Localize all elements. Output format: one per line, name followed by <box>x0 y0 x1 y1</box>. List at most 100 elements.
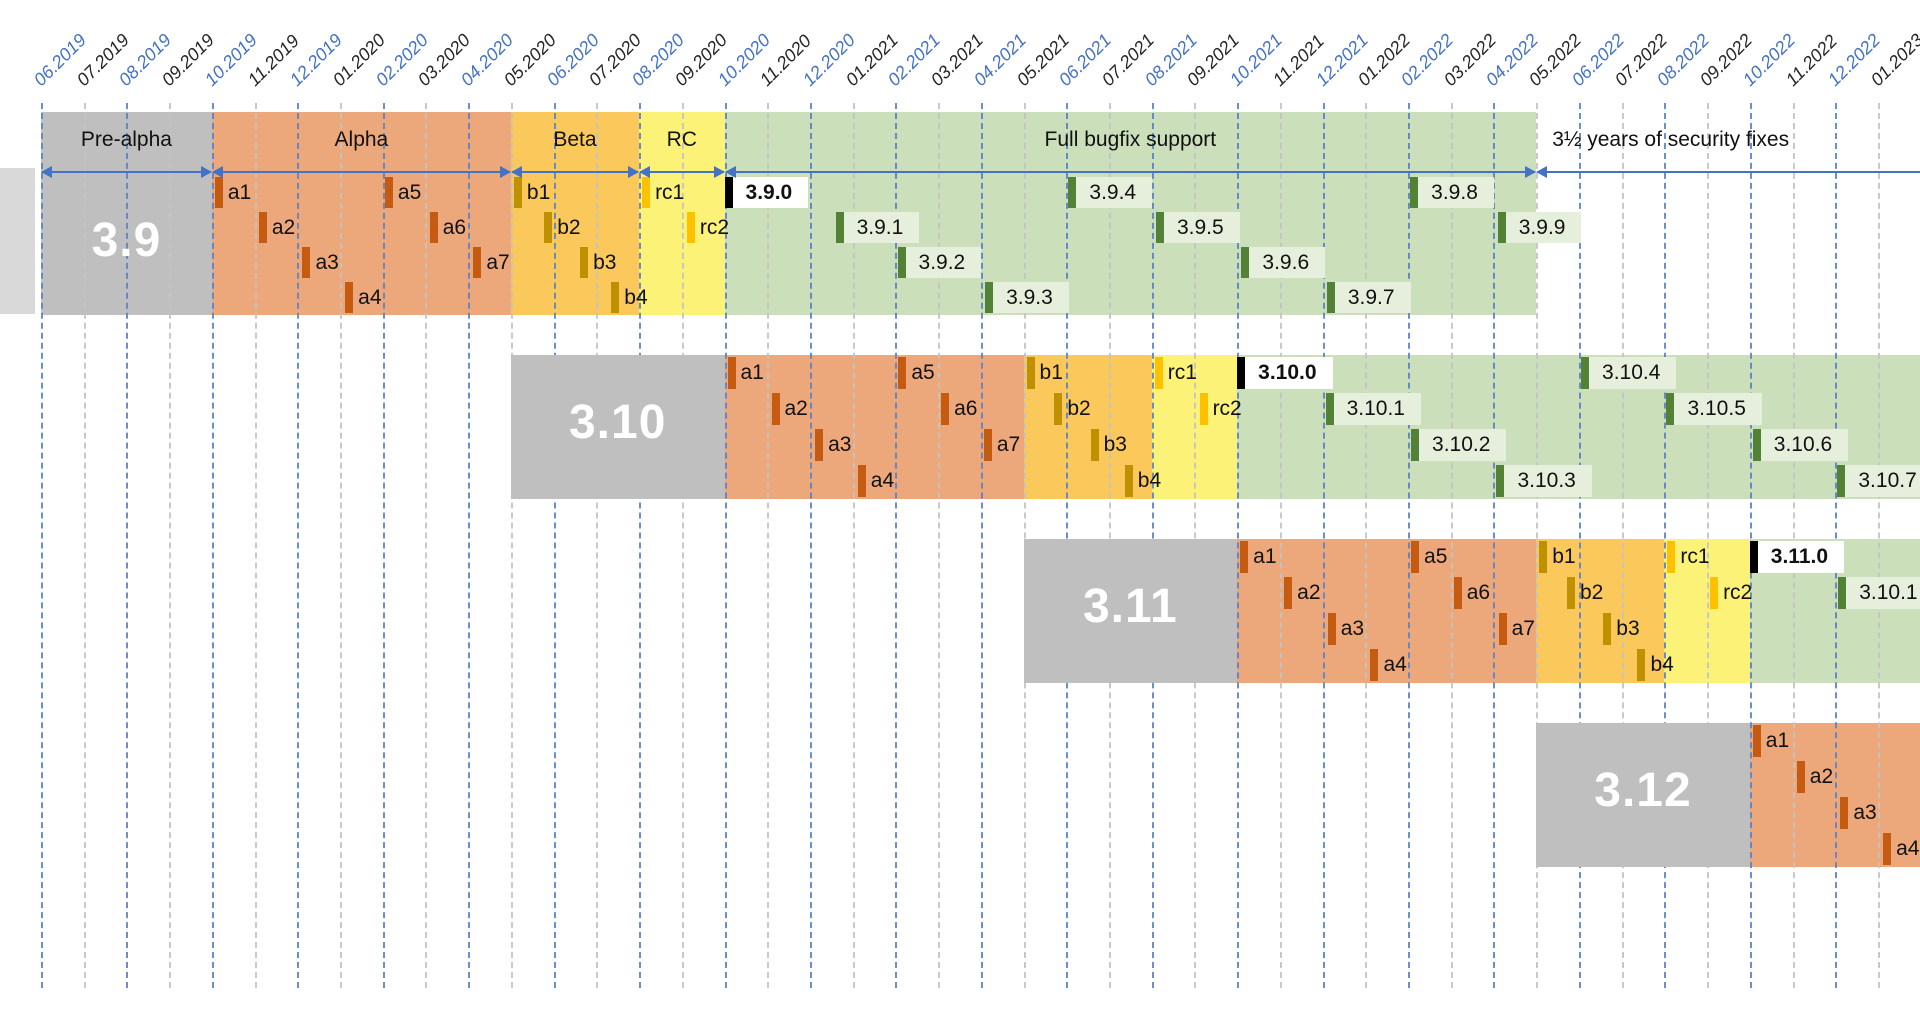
release-label-b4: b4 <box>624 285 648 309</box>
release-label-b4: b4 <box>1137 469 1162 492</box>
month-gridline <box>681 103 684 988</box>
phase-band-version-gray <box>1023 539 1238 683</box>
phase-header-label: Pre-alpha <box>80 128 172 151</box>
release-label-rc1: rc1 <box>1680 545 1710 568</box>
phase-band-alpha <box>1237 539 1537 683</box>
release-marker-rc1 <box>642 177 651 208</box>
phase-arrow-line <box>640 171 724 173</box>
release-label-b4: b4 <box>1650 653 1674 676</box>
release-marker-rc2 <box>686 212 695 243</box>
release-marker-a2 <box>771 393 780 425</box>
release-label-a6: a6 <box>1466 581 1491 604</box>
release-marker-a3 <box>1840 797 1849 829</box>
month-gridline <box>639 103 642 988</box>
release-marker-a3 <box>302 247 311 278</box>
release-tag-3.9.1: 3.9.1 <box>835 212 920 243</box>
release-tag-3.9.5: 3.9.5 <box>1155 212 1240 243</box>
release-label-a3: a3 <box>828 433 852 456</box>
month-gridline <box>297 103 300 988</box>
month-gridline <box>340 103 343 988</box>
month-gridline <box>382 103 385 988</box>
arrowhead-left-icon <box>724 166 736 178</box>
release-label-b1: b1 <box>1039 361 1063 384</box>
release-label-a4: a4 <box>1383 653 1407 676</box>
arrowhead-right-icon <box>499 166 511 178</box>
phase-arrow-line <box>212 171 510 173</box>
month-gridline <box>1707 103 1710 988</box>
release-label-b1: b1 <box>526 180 551 204</box>
release-label-a1: a1 <box>1253 545 1277 568</box>
month-gridline <box>1365 103 1368 988</box>
release-marker-a6 <box>941 393 950 425</box>
release-label-a3: a3 <box>1340 617 1365 640</box>
arrowhead-left-icon <box>41 166 52 178</box>
month-gridline <box>1237 103 1240 988</box>
release-label-a5: a5 <box>911 361 935 384</box>
month-gridline <box>1664 103 1667 988</box>
release-marker-a5 <box>1411 541 1420 573</box>
release-marker-3.10.6 <box>1752 429 1761 461</box>
release-tag-3.9.2: 3.9.2 <box>897 247 982 278</box>
month-gridline <box>1536 103 1539 988</box>
release-marker-3.10.3 <box>1496 465 1505 497</box>
version-label: 3.10 <box>568 395 667 449</box>
release-label-a5: a5 <box>397 180 422 204</box>
release-marker-3.9.7 <box>1326 282 1335 313</box>
release-marker-a6 <box>1453 577 1462 609</box>
arrowhead-right-icon <box>628 166 640 178</box>
release-marker-3.9.5 <box>1155 212 1164 243</box>
month-gridline <box>596 103 599 988</box>
month-gridline <box>41 103 43 988</box>
month-gridline <box>1578 103 1581 988</box>
release-label-rc1: rc1 <box>1167 361 1197 384</box>
phase-header-label: Beta <box>553 128 597 151</box>
phase-band-alpha <box>1749 723 1920 867</box>
month-gridline <box>126 103 129 988</box>
release-marker-3.10.2 <box>1411 429 1420 461</box>
release-marker-b2 <box>1054 393 1063 425</box>
arrowhead-right-icon <box>200 166 212 178</box>
release-marker-3.10.1 <box>1325 393 1334 425</box>
release-marker-rc1 <box>1667 541 1676 573</box>
release-marker-a6 <box>429 212 438 243</box>
month-gridline <box>254 103 257 988</box>
release-marker-b1 <box>1026 357 1035 389</box>
release-marker-3.11.0 <box>1749 541 1758 573</box>
release-label-b3: b3 <box>1616 617 1640 640</box>
release-label-rc2: rc2 <box>1723 581 1753 604</box>
phase-band-beta <box>510 112 640 315</box>
month-gridline <box>1621 103 1624 988</box>
release-marker-b2 <box>544 212 553 243</box>
arrowhead-left-icon <box>211 166 223 178</box>
month-gridline <box>169 103 172 988</box>
phase-arrow-line <box>1537 171 1920 173</box>
release-marker-a7 <box>1498 613 1507 645</box>
release-label-a5: a5 <box>1424 545 1448 568</box>
month-gridline <box>510 103 513 988</box>
month-gridline <box>1279 103 1282 988</box>
release-marker-3.9.2 <box>897 247 906 278</box>
release-marker-a4 <box>345 282 354 313</box>
release-marker-3.10.5 <box>1666 393 1675 425</box>
arrowhead-left-icon <box>510 166 522 178</box>
release-label-a4: a4 <box>1896 837 1920 860</box>
month-gridline <box>767 103 770 988</box>
phase-arrow-line <box>511 171 639 173</box>
release-marker-b4 <box>1637 649 1646 681</box>
month-gridline <box>1322 103 1325 988</box>
release-marker-3.9.8 <box>1410 177 1419 208</box>
release-marker-a1 <box>214 177 223 208</box>
release-tag-3.10.2: 3.10.2 <box>1411 429 1507 461</box>
release-tag-3.9.3: 3.9.3 <box>985 282 1069 313</box>
release-marker-a3 <box>815 429 824 461</box>
release-label-a7: a7 <box>486 250 510 274</box>
release-tag-3.10.6: 3.10.6 <box>1752 429 1849 461</box>
release-marker-a1 <box>727 357 736 389</box>
phase-band-version-gray <box>1536 723 1750 867</box>
release-tag-3.9.8: 3.9.8 <box>1410 177 1494 208</box>
phase-band-alpha <box>724 355 1024 499</box>
release-marker-3.9.9 <box>1497 212 1506 243</box>
month-gridline <box>1450 103 1453 988</box>
month-gridline <box>1408 103 1411 988</box>
version-label: 3.9 <box>91 213 162 267</box>
